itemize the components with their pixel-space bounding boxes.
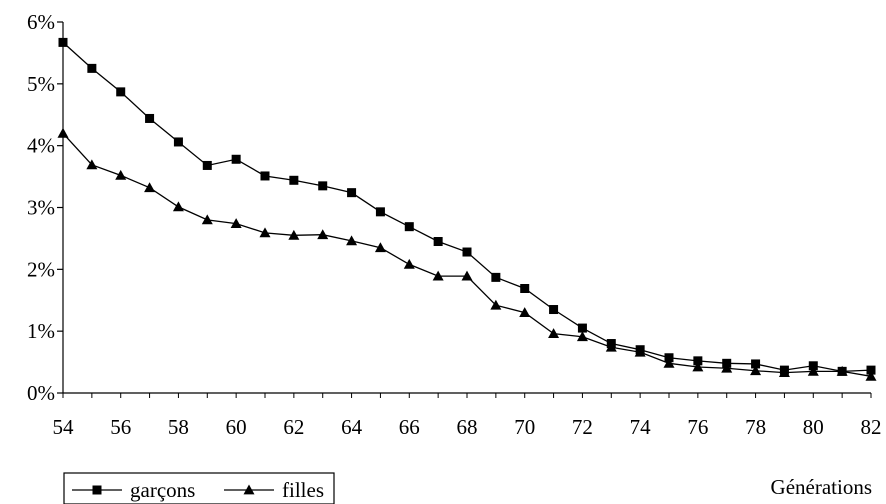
data-point-triangle: [230, 218, 242, 228]
data-point-square: [404, 222, 414, 232]
data-point-triangle: [605, 341, 617, 352]
data-point-triangle: [288, 229, 300, 240]
data-point-triangle: [576, 331, 588, 342]
data-point-triangle: [634, 346, 646, 357]
data-point-square: [577, 323, 587, 333]
x-tick-label: 58: [168, 415, 189, 439]
data-point-triangle: [692, 361, 704, 372]
data-point-square: [751, 359, 761, 369]
x-tick-label: 80: [803, 415, 824, 439]
data-point-square: [693, 356, 703, 366]
y-tick-label: 1%: [27, 319, 55, 343]
data-point-square: [347, 188, 357, 198]
x-tick-label: 74: [630, 415, 652, 439]
data-point-triangle: [115, 169, 127, 180]
data-point-triangle: [778, 367, 790, 377]
series-line: [62, 41, 872, 373]
data-point-square: [173, 137, 183, 147]
x-tick-label: 60: [226, 415, 247, 439]
data-point-triangle: [172, 201, 184, 212]
data-point-triangle: [865, 370, 877, 381]
data-point-square: [58, 37, 68, 47]
data-point-triangle: [374, 242, 386, 253]
data-point-square: [145, 113, 155, 123]
data-point-triangle: [750, 365, 762, 376]
data-point-triangle: [317, 229, 329, 240]
legend-box: [63, 472, 335, 504]
data-point-square: [202, 160, 212, 170]
data-point-square: [318, 181, 328, 191]
data-point-square: [808, 361, 818, 371]
data-point-triangle: [490, 299, 502, 310]
x-tick-label: 68: [457, 415, 478, 439]
data-point-triangle: [461, 270, 473, 281]
x-axis-label: Générations: [771, 475, 872, 499]
data-point-square: [664, 353, 674, 363]
data-point-square: [462, 247, 472, 257]
x-tick-label: 62: [283, 415, 304, 439]
data-point-square: [520, 284, 530, 294]
x-axis-ticks: 54 56 58 60 62 64 66 68 70 72 74 76 78 80 82: [53, 393, 882, 439]
x-tick-label: 70: [514, 415, 535, 439]
legend-label: garçons: [130, 478, 195, 502]
y-axis-ticks: 0% 1% 2% 3% 4% 5% 6%: [27, 10, 63, 405]
data-point-triangle: [346, 235, 358, 246]
axes: [62, 22, 871, 394]
data-point-triangle: [548, 328, 560, 339]
data-point-square: [866, 365, 876, 375]
y-tick-label: 6%: [27, 10, 55, 34]
data-point-triangle: [144, 182, 156, 193]
data-point-triangle: [259, 227, 271, 238]
y-tick-label: 0%: [27, 381, 55, 405]
data-point-triangle: [403, 258, 415, 269]
x-tick-label: 78: [745, 415, 766, 439]
data-point-square: [289, 175, 299, 185]
y-tick-label: 2%: [27, 257, 55, 281]
x-tick-label: 72: [572, 415, 593, 439]
data-point-triangle: [201, 214, 213, 225]
data-point-triangle: [86, 159, 98, 170]
x-tick-label: 64: [341, 415, 363, 439]
data-point-square: [260, 171, 270, 181]
y-tick-label: 4%: [27, 134, 55, 158]
data-point-triangle: [836, 365, 848, 376]
data-point-triangle: [432, 270, 444, 281]
y-tick-label: 3%: [27, 196, 55, 220]
data-point-square: [549, 305, 559, 315]
data-point-square: [491, 272, 501, 282]
series-filles: [57, 127, 877, 381]
data-point-triangle: [57, 127, 69, 138]
x-tick-label: 56: [110, 415, 131, 439]
series-layer: [57, 37, 877, 381]
data-point-square: [87, 63, 97, 73]
legend-marker-square: [92, 485, 102, 495]
data-point-square: [375, 207, 385, 217]
data-point-triangle: [663, 357, 675, 368]
x-tick-label: 66: [399, 415, 420, 439]
legend-label: filles: [282, 478, 324, 502]
data-point-triangle: [519, 307, 531, 318]
data-point-triangle: [807, 365, 819, 376]
data-point-square: [116, 87, 126, 97]
x-tick-label: 54: [53, 415, 75, 439]
y-tick-label: 5%: [27, 72, 55, 96]
legend: garçons filles: [63, 472, 335, 504]
legend-marker-triangle: [243, 484, 255, 495]
data-point-triangle: [721, 362, 733, 373]
x-tick-label: 82: [861, 415, 882, 439]
x-tick-label: 76: [687, 415, 708, 439]
data-point-square: [433, 237, 443, 247]
data-point-square: [231, 154, 241, 164]
